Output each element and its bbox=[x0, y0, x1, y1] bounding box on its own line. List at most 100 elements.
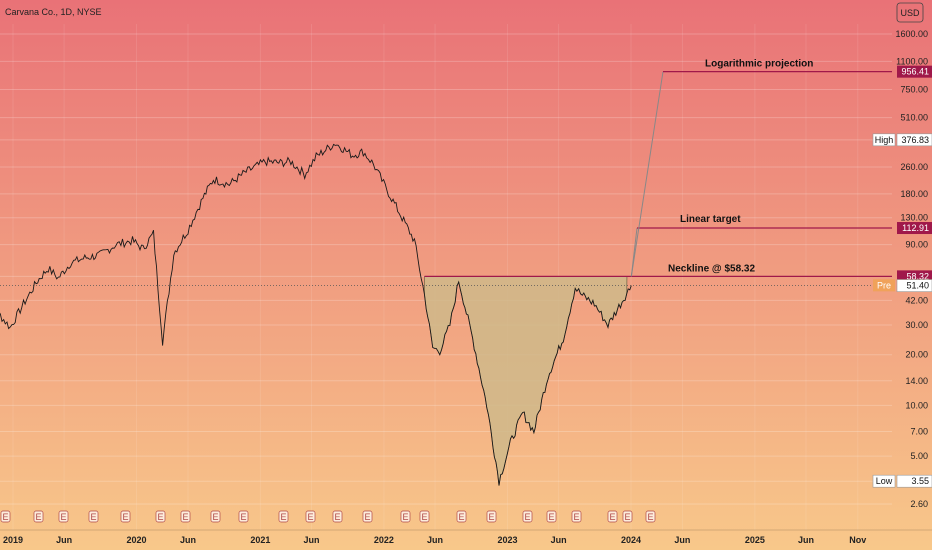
x-tick-label: Jun bbox=[798, 535, 814, 545]
price-tag-label: Low bbox=[876, 476, 893, 486]
y-tick-label: 5.00 bbox=[910, 451, 928, 461]
earnings-marker-box bbox=[400, 510, 411, 523]
earnings-marker-box bbox=[0, 510, 11, 523]
earnings-marker: E bbox=[400, 510, 411, 523]
y-tick-label: 1100.00 bbox=[896, 56, 928, 66]
earnings-marker-letter: E bbox=[157, 512, 163, 522]
price-tag-label-box bbox=[872, 133, 896, 147]
price-tag: 51.40 bbox=[896, 279, 932, 292]
price-series bbox=[0, 143, 632, 486]
earnings-marker-box bbox=[120, 510, 131, 523]
earnings-marker-box bbox=[456, 510, 467, 523]
earnings-marker: E bbox=[0, 510, 11, 523]
earnings-marker: E bbox=[238, 510, 249, 523]
earnings-marker-box bbox=[362, 510, 373, 523]
earnings-marker-box bbox=[546, 510, 557, 523]
price-tag-value: 51.40 bbox=[906, 281, 929, 291]
price-line bbox=[0, 143, 632, 486]
earnings-marker: E bbox=[522, 510, 533, 523]
earnings-marker-letter: E bbox=[212, 512, 218, 522]
price-tag-label-box bbox=[873, 279, 895, 292]
earnings-marker-letter: E bbox=[624, 512, 630, 522]
y-tick-label: 750.00 bbox=[900, 84, 928, 94]
earnings-marker-letter: E bbox=[421, 512, 427, 522]
x-tick-label: Jun bbox=[551, 535, 567, 545]
price-tag-value: 3.55 bbox=[911, 476, 929, 486]
currency-button[interactable]: USD bbox=[896, 2, 924, 23]
earnings-marker-box bbox=[58, 510, 69, 523]
x-axis[interactable]: 2019 Jun 2020 Jun 2021 Jun 2022 Jun 2023 Jun 2024 J… bbox=[0, 529, 932, 545]
y-tick-label: 130.00 bbox=[900, 213, 928, 223]
earnings-marker: E bbox=[332, 510, 343, 523]
earnings-marker: E bbox=[33, 510, 44, 523]
price-tag-box bbox=[896, 279, 932, 292]
x-tick-label: Jun bbox=[304, 535, 320, 545]
earnings-marker-letter: E bbox=[307, 512, 313, 522]
y-tick-label: 260.00 bbox=[900, 162, 928, 172]
earnings-marker: E bbox=[486, 510, 497, 523]
earnings-marker-box bbox=[607, 510, 618, 523]
earnings-marker: E bbox=[180, 510, 191, 523]
earnings-marker-letter: E bbox=[548, 512, 554, 522]
earnings-marker-letter: E bbox=[182, 512, 188, 522]
earnings-marker-letter: E bbox=[488, 512, 494, 522]
earnings-marker: E bbox=[546, 510, 557, 523]
price-tag-box bbox=[897, 222, 932, 235]
x-tick-label: Jun bbox=[180, 535, 196, 545]
earnings-marker: E bbox=[571, 510, 582, 523]
earnings-marker-letter: E bbox=[60, 512, 66, 522]
earnings-marker: E bbox=[155, 510, 166, 523]
price-tag-value: 376.83 bbox=[901, 135, 929, 145]
price-tag-value: 112.91 bbox=[902, 223, 929, 233]
currency-label: USD bbox=[900, 8, 920, 18]
price-tag: 112.91 bbox=[897, 222, 932, 235]
y-tick-label: 7.00 bbox=[910, 427, 928, 437]
x-tick-label: Jun bbox=[56, 535, 72, 545]
earnings-marker-box bbox=[522, 510, 533, 523]
price-tag: 376.83 High bbox=[872, 133, 932, 147]
earnings-marker: E bbox=[88, 510, 99, 523]
earnings-marker: E bbox=[278, 510, 289, 523]
x-tick-label: 2022 bbox=[374, 535, 394, 545]
earnings-marker-box bbox=[210, 510, 221, 523]
price-tag-label-box bbox=[872, 474, 896, 488]
earnings-marker-letter: E bbox=[35, 512, 41, 522]
log-projection-leg bbox=[630, 71, 664, 277]
x-tick-label: 2019 bbox=[3, 535, 23, 545]
earnings-marker-letter: E bbox=[2, 512, 8, 522]
y-tick-label: 2.60 bbox=[910, 499, 928, 509]
y-tick-label: 10.00 bbox=[905, 400, 928, 410]
earnings-marker-letter: E bbox=[647, 512, 653, 522]
earnings-marker-letter: E bbox=[90, 512, 96, 522]
price-tag-label: Pre bbox=[877, 280, 891, 290]
price-tag-box bbox=[896, 474, 932, 488]
price-tag-label: High bbox=[875, 135, 894, 145]
y-tick-label: 20.00 bbox=[905, 350, 928, 360]
earnings-marker-letter: E bbox=[402, 512, 408, 522]
x-tick-label: 2021 bbox=[250, 535, 270, 545]
x-tick-label: 2024 bbox=[621, 535, 641, 545]
earnings-marker-letter: E bbox=[122, 512, 128, 522]
neckline-label: Neckline @ $58.32 bbox=[668, 263, 755, 274]
earnings-marker: E bbox=[210, 510, 221, 523]
earnings-marker-box bbox=[571, 510, 582, 523]
earnings-marker-box bbox=[645, 510, 656, 523]
earnings-marker: E bbox=[120, 510, 131, 523]
earnings-marker-letter: E bbox=[609, 512, 615, 522]
price-tag-value: 956.41 bbox=[901, 67, 929, 77]
earnings-marker-box bbox=[305, 510, 316, 523]
earnings-marker-box bbox=[486, 510, 497, 523]
earnings-marker: E bbox=[419, 510, 430, 523]
y-tick-label: 14.00 bbox=[905, 376, 928, 386]
chart-title: Carvana Co., 1D, NYSE bbox=[5, 7, 102, 17]
earnings-marker: E bbox=[607, 510, 618, 523]
x-tick-label: 2020 bbox=[127, 535, 147, 545]
y-tick-label: 510.00 bbox=[900, 113, 928, 123]
linear-target-label: Linear target bbox=[680, 214, 741, 225]
earnings-marker-box bbox=[33, 510, 44, 523]
y-axis[interactable]: 2.60 5.00 7.00 10.00 14.00 20.00 30.00 42.00 90.… bbox=[872, 0, 932, 550]
price-tag-box bbox=[897, 65, 932, 78]
